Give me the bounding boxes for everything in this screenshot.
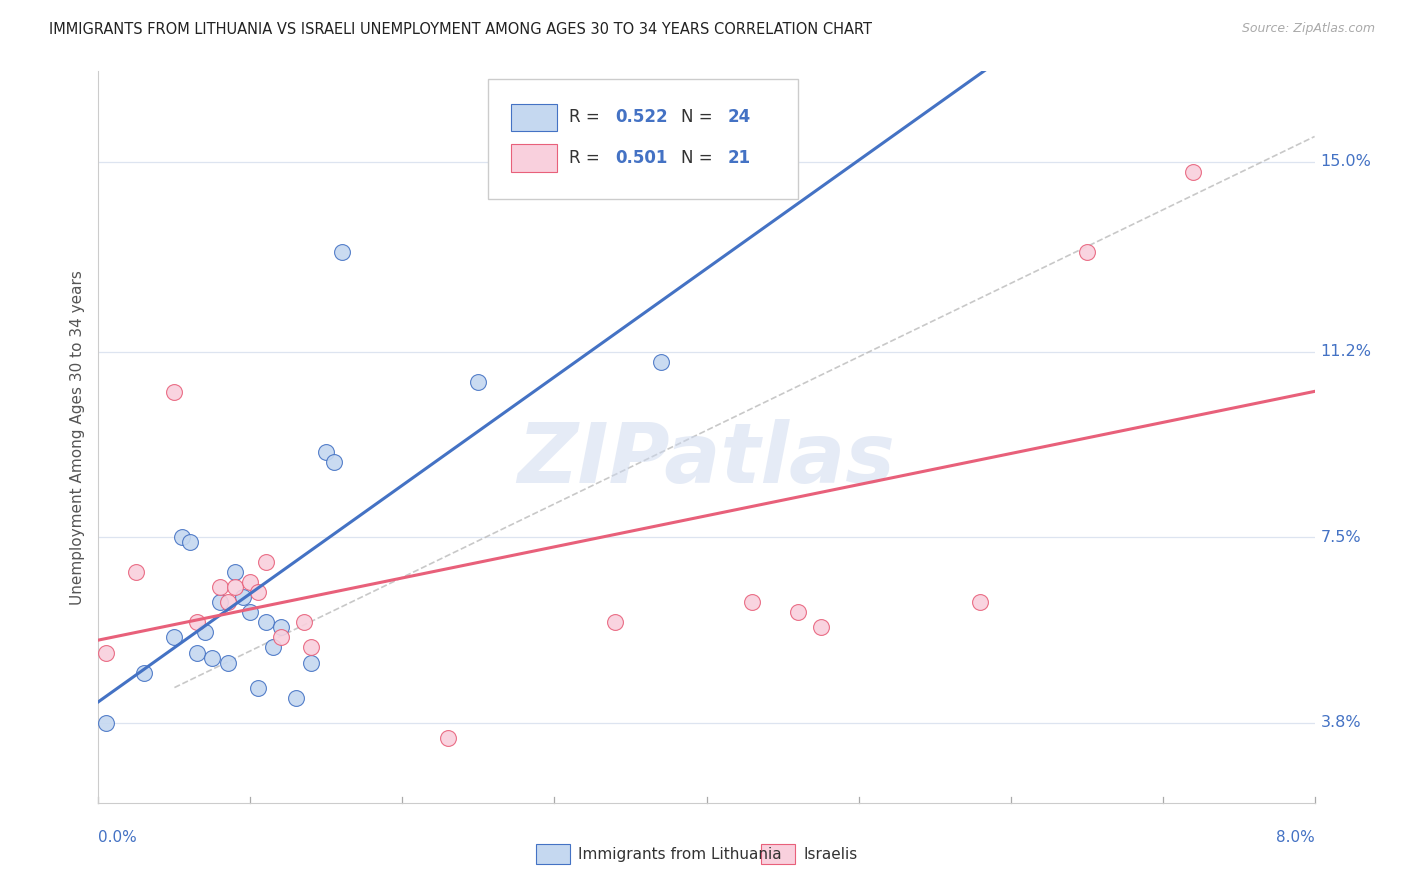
Text: 0.522: 0.522	[616, 109, 668, 127]
Point	[163, 384, 186, 399]
Point	[132, 665, 155, 680]
Point	[254, 615, 277, 630]
Point	[467, 375, 489, 389]
Text: N =: N =	[681, 109, 718, 127]
Text: 21: 21	[727, 149, 751, 167]
Point	[810, 620, 832, 634]
Point	[741, 595, 763, 609]
Point	[437, 731, 460, 745]
Point	[94, 646, 117, 660]
Text: 7.5%: 7.5%	[1320, 530, 1361, 545]
Point	[247, 585, 270, 599]
Text: N =: N =	[681, 149, 718, 167]
Text: 8.0%: 8.0%	[1275, 830, 1315, 846]
Point	[605, 615, 627, 630]
Point	[969, 595, 991, 609]
Point	[209, 595, 232, 609]
Point	[786, 606, 808, 620]
Point	[323, 455, 346, 469]
FancyBboxPatch shape	[761, 845, 796, 863]
Text: 0.501: 0.501	[616, 149, 668, 167]
Point	[194, 625, 217, 640]
Point	[224, 580, 246, 594]
Text: IMMIGRANTS FROM LITHUANIA VS ISRAELI UNEMPLOYMENT AMONG AGES 30 TO 34 YEARS CORR: IMMIGRANTS FROM LITHUANIA VS ISRAELI UNE…	[49, 22, 872, 37]
Point	[270, 631, 292, 645]
Point	[209, 580, 232, 594]
Point	[170, 530, 193, 544]
FancyBboxPatch shape	[510, 144, 557, 171]
Point	[217, 595, 239, 609]
Point	[179, 535, 201, 549]
Point	[650, 355, 672, 369]
Text: 24: 24	[727, 109, 751, 127]
FancyBboxPatch shape	[488, 78, 797, 200]
Point	[239, 575, 262, 590]
Point	[186, 646, 208, 660]
Point	[247, 681, 270, 695]
Text: 15.0%: 15.0%	[1320, 154, 1372, 169]
FancyBboxPatch shape	[536, 845, 571, 863]
Text: Israelis: Israelis	[804, 847, 858, 862]
Point	[315, 445, 337, 459]
Point	[330, 244, 353, 259]
Point	[201, 650, 224, 665]
Point	[262, 640, 284, 655]
Point	[186, 615, 208, 630]
Text: Immigrants from Lithuania: Immigrants from Lithuania	[578, 847, 782, 862]
FancyBboxPatch shape	[510, 103, 557, 131]
Point	[94, 715, 117, 730]
Text: 11.2%: 11.2%	[1320, 344, 1372, 359]
Point	[224, 566, 246, 580]
Text: 0.0%: 0.0%	[98, 830, 138, 846]
Text: R =: R =	[569, 109, 605, 127]
Point	[217, 656, 239, 670]
Point	[292, 615, 315, 630]
Point	[299, 640, 322, 655]
Y-axis label: Unemployment Among Ages 30 to 34 years: Unemployment Among Ages 30 to 34 years	[69, 269, 84, 605]
Point	[270, 620, 292, 634]
Point	[254, 555, 277, 569]
Point	[232, 591, 254, 605]
Point	[163, 631, 186, 645]
Text: R =: R =	[569, 149, 605, 167]
Point	[1076, 244, 1098, 259]
Text: Source: ZipAtlas.com: Source: ZipAtlas.com	[1241, 22, 1375, 36]
Point	[239, 606, 262, 620]
Text: ZIPatlas: ZIPatlas	[517, 418, 896, 500]
Point	[285, 690, 308, 705]
Point	[1182, 164, 1205, 178]
Point	[125, 566, 148, 580]
Text: 3.8%: 3.8%	[1320, 715, 1361, 731]
Point	[299, 656, 322, 670]
